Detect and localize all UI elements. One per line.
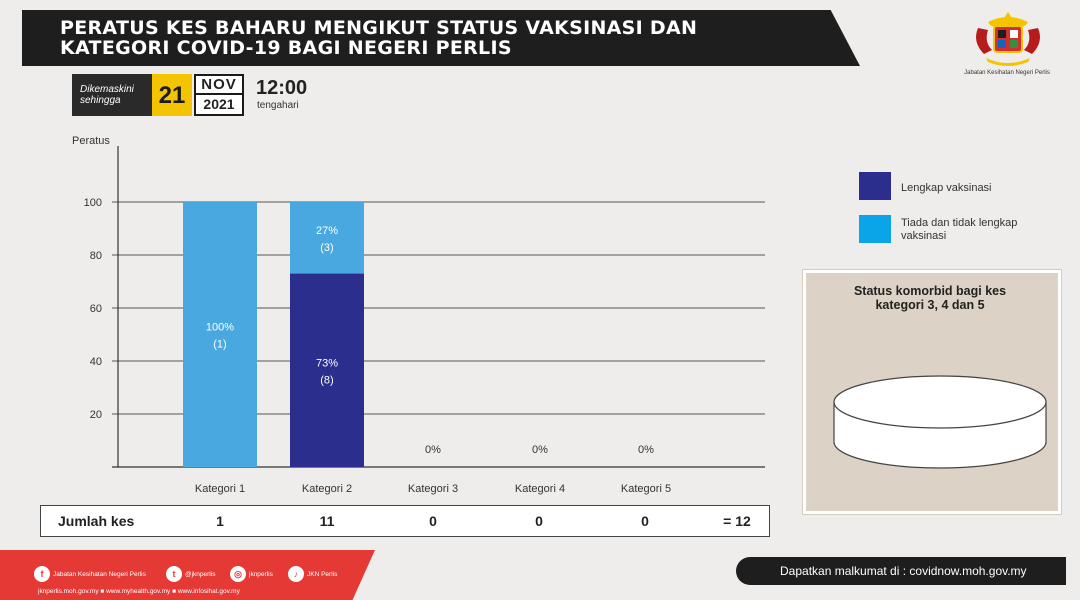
empty-pie-chart <box>833 375 1047 469</box>
x-tick-label-3: Kategori 3 <box>408 483 458 495</box>
footer-facebook-text: Jabatan Kesihatan Negeri Perlis <box>53 570 146 578</box>
footer-social-bar <box>0 550 375 600</box>
footer-twitter-text: @jknperlis <box>185 570 216 578</box>
total-sum: = 12 <box>723 513 751 529</box>
update-year: 2021 <box>203 96 235 112</box>
update-time-sub: tengahari <box>257 100 299 111</box>
footer-source[interactable]: Dapatkan malkumat di : covidnow.moh.gov.… <box>736 557 1066 585</box>
update-month-year: NOV 2021 <box>194 74 244 116</box>
comorbid-title-l1: Status komorbid bagi kes <box>853 284 1007 298</box>
data-label-lengkap-2: 73% <box>316 357 338 369</box>
footer-instagram-text: jknperlis <box>249 570 273 578</box>
update-month: NOV <box>196 76 242 95</box>
page-title: PERATUS KES BAHARU MENGIKUT STATUS VAKSI… <box>60 18 697 58</box>
total-kategori-5: 0 <box>641 513 649 529</box>
legend-swatch-lengkap <box>859 172 891 200</box>
update-label: Dikemaskini sehingga <box>72 74 152 116</box>
footer-facebook[interactable]: f Jabatan Kesihatan Negeri Perlis <box>34 566 146 582</box>
facebook-icon: f <box>34 566 50 582</box>
legend-swatch-tiada <box>859 215 891 243</box>
logo-caption: Jabatan Kesihatan Negeri Perlis <box>964 70 1050 76</box>
y-tick-label-60: 60 <box>90 303 102 315</box>
zero-label-kategori-3: 0% <box>425 444 441 456</box>
y-tick-label-20: 20 <box>90 409 102 421</box>
y-axis-title: Peratus <box>72 135 110 147</box>
legend-label-tiada-l2: vaksinasi <box>901 230 947 242</box>
update-day: 21 <box>152 74 192 116</box>
bar-tiada-kategori-2 <box>290 202 364 274</box>
zero-label-kategori-5: 0% <box>638 444 654 456</box>
comorbid-title: Status komorbid bagi kes kategori 3, 4 d… <box>830 284 1030 312</box>
data-count-tiada-2: (3) <box>320 242 333 254</box>
tiktok-icon: ♪ <box>288 566 304 582</box>
y-tick-label-80: 80 <box>90 250 102 262</box>
bar-tiada-kategori-1 <box>183 202 257 467</box>
totals-row <box>40 505 770 537</box>
twitter-icon: t <box>166 566 182 582</box>
update-time: 12:00 <box>256 77 308 99</box>
total-kategori-3: 0 <box>429 513 437 529</box>
legend-label-tiada: Tiada dan tidak lengkap vaksinasi <box>901 217 1017 243</box>
y-tick-label-100: 100 <box>84 197 102 209</box>
total-kategori-2: 11 <box>319 513 335 529</box>
coat-of-arms-icon <box>976 12 1040 66</box>
zero-label-kategori-4: 0% <box>532 444 548 456</box>
total-kategori-4: 0 <box>535 513 543 529</box>
y-tick-label-40: 40 <box>90 356 102 368</box>
x-tick-label-5: Kategori 5 <box>621 483 671 495</box>
footer-tiktok-text: JKN Perlis <box>307 570 338 578</box>
data-label-tiada-1: 100% <box>206 322 234 334</box>
bar-lengkap-kategori-2 <box>290 273 364 467</box>
header-banner <box>22 10 860 66</box>
title-line-2: KATEGORI COVID-19 BAGI NEGERI PERLIS <box>60 37 512 59</box>
x-tick-label-2: Kategori 2 <box>302 483 352 495</box>
title-line-1: PERATUS KES BAHARU MENGIKUT STATUS VAKSI… <box>60 17 698 39</box>
data-count-tiada-1: (1) <box>213 339 226 351</box>
totals-label: Jumlah kes <box>58 513 135 529</box>
footer-links[interactable]: jknperlis.moh.gov.my ■ www.myhealth.gov.… <box>38 588 240 595</box>
footer-instagram[interactable]: ◎ jknperlis <box>230 566 273 582</box>
total-kategori-1: 1 <box>216 513 224 529</box>
x-tick-label-1: Kategori 1 <box>195 483 245 495</box>
data-label-tiada-2: 27% <box>316 225 338 237</box>
legend-label-lengkap: Lengkap vaksinasi <box>901 182 992 194</box>
data-count-lengkap-2: (8) <box>320 374 333 386</box>
legend-label-tiada-l1: Tiada dan tidak lengkap <box>901 217 1018 229</box>
footer-tiktok[interactable]: ♪ JKN Perlis <box>288 566 337 582</box>
footer-twitter[interactable]: t @jknperlis <box>166 566 215 582</box>
x-tick-label-4: Kategori 4 <box>515 483 565 495</box>
instagram-icon: ◎ <box>230 566 246 582</box>
comorbid-title-l2: kategori 3, 4 dan 5 <box>875 298 985 312</box>
